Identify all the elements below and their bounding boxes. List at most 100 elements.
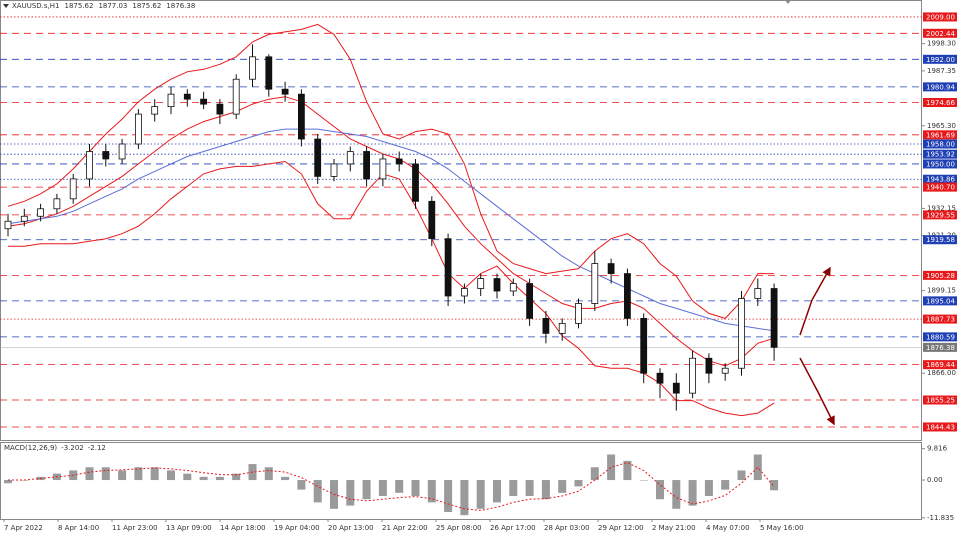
level-box (923, 182, 957, 192)
candle-body (346, 151, 354, 165)
macd-bar (672, 480, 681, 509)
macd-bar (346, 480, 355, 506)
x-tick-label: 11 Apr 23:00 (112, 524, 158, 532)
candle-body (754, 288, 762, 299)
x-tick-label: 20 Apr 13:00 (328, 524, 374, 532)
level-label: 1887.73 (926, 316, 955, 324)
level-label: 1895.04 (926, 297, 955, 305)
macd-pane (0, 442, 922, 520)
indicator-line (7, 128, 775, 332)
y-tick-label: 1998.30 (927, 40, 956, 48)
candle-body (281, 88, 289, 95)
macd-bar (150, 467, 159, 481)
x-tick-label: 21 Apr 22:00 (382, 524, 428, 532)
candle-body (542, 318, 550, 334)
main-pane (0, 0, 922, 441)
symbol: XAUUSD.s,H1 (12, 2, 59, 10)
macd-bar (460, 480, 469, 516)
macd-bar (378, 480, 387, 497)
level-box (923, 360, 957, 370)
candle-body (4, 220, 12, 230)
level-label: 1880.59 (926, 333, 955, 341)
level-box (923, 422, 957, 432)
macd-bar (4, 480, 12, 484)
candle-body (721, 367, 729, 374)
macd-bar (167, 470, 175, 481)
macd-value: -2.12 (88, 444, 106, 452)
candle-body (102, 151, 110, 160)
macd-bar (101, 467, 110, 481)
candle-body (460, 288, 468, 297)
y-tick-label: 1866.00 (927, 369, 956, 377)
level-box (923, 130, 957, 140)
y-tick-label: 1899.15 (927, 287, 956, 295)
candle-body (656, 372, 664, 384)
candle-body (395, 158, 403, 165)
candle-body (575, 303, 582, 324)
level-label: 1940.70 (926, 184, 955, 192)
y-tick-label: 1987.35 (927, 67, 956, 75)
macd-bar (558, 480, 567, 493)
level-box (923, 395, 957, 405)
macd-bar (362, 480, 371, 500)
macd-y-tick-label: 0.00 (927, 476, 943, 484)
level-box (923, 82, 957, 92)
macd-bar (411, 480, 420, 497)
candle-body (86, 151, 93, 180)
quote-value: 1877.03 (98, 2, 127, 10)
candle-body (314, 138, 322, 177)
macd-bar (215, 476, 224, 481)
candle-body (591, 263, 599, 304)
macd-bar (313, 480, 322, 503)
candle-body (265, 56, 273, 90)
macd-bar (541, 480, 550, 500)
macd-bar (199, 476, 208, 481)
level-box (923, 149, 957, 159)
candle-body (151, 106, 159, 115)
y-tick-label: 1932.15 (927, 204, 956, 212)
level-label: 1950.00 (926, 160, 955, 168)
indicator-line (7, 23, 775, 319)
forecast-arrow-down (799, 357, 835, 426)
candle-body (200, 98, 208, 105)
level-label: 1869.44 (926, 361, 955, 369)
candle-body (363, 151, 371, 180)
level-label: 1961.69 (926, 131, 955, 139)
macd-bar (134, 467, 143, 481)
macd-bar (118, 470, 127, 481)
candle-body (428, 200, 436, 240)
candle-body (37, 208, 44, 217)
x-tick-label: 2 May 21:00 (652, 524, 696, 532)
forecast-arrow-up (799, 266, 831, 336)
candle-body (379, 158, 387, 180)
x-tick-label: 7 Apr 2022 (4, 524, 43, 532)
candle-body (607, 263, 615, 274)
candle-body (624, 273, 631, 319)
macd-y-tick-label: 9.816 (927, 445, 948, 453)
level-box (923, 159, 957, 169)
candle-body (167, 93, 175, 108)
x-tick-label: 4 May 07:00 (706, 524, 750, 532)
candle-body (477, 278, 485, 289)
level-box (923, 28, 957, 38)
x-tick-label: 28 Apr 03:00 (544, 524, 590, 532)
level-label: 1919.58 (926, 236, 955, 244)
indicator-line (8, 160, 775, 417)
macd-bar (704, 480, 713, 497)
macd-bar (639, 480, 648, 481)
macd-bar (753, 454, 762, 481)
macd-bar (770, 480, 779, 491)
macd-bar (493, 480, 501, 503)
level-box (923, 235, 957, 245)
macd-signal (8, 461, 775, 511)
candle-body (493, 278, 501, 292)
macd-bar (525, 480, 534, 497)
candle-body (20, 215, 28, 222)
macd-bar (721, 480, 730, 490)
level-label: 2009.00 (926, 13, 955, 21)
macd-bar (85, 467, 94, 481)
candle-body (249, 56, 256, 80)
macd-bar (509, 480, 518, 497)
